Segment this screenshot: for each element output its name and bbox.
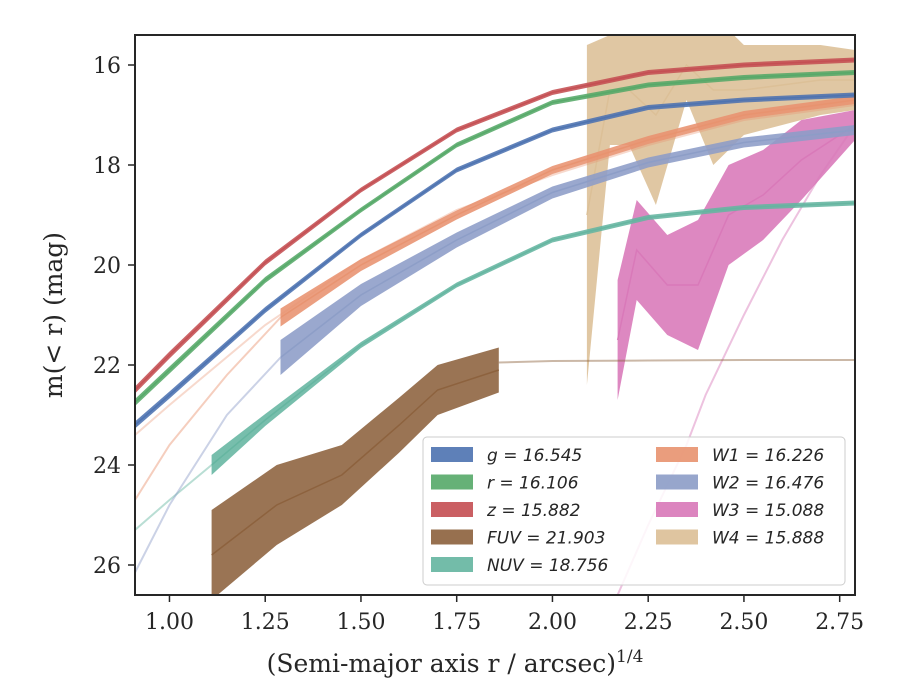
legend-box [422, 436, 846, 586]
series-w3-line [616, 124, 855, 341]
series-fuv-band [211, 347, 499, 595]
legend-swatch [431, 502, 473, 517]
series-w1-faint-line [135, 316, 282, 501]
x-tick-label: 1.75 [432, 610, 481, 635]
series-z-line [135, 59, 855, 391]
x-axis-title-exponent: 1/4 [616, 647, 643, 667]
y-tick-label: 22 [93, 354, 121, 379]
x-axis-title: (Semi-major axis r / arcsec)1/4 [267, 647, 644, 678]
legend-label: W4 = 15.888 [712, 529, 824, 549]
series-fuv-line [211, 369, 500, 556]
series-w2-faint-line [135, 356, 282, 573]
axes: 1.00 1.25 1.50 1.75 2.00 2.25 2.50 2.75 16 18 20 22… [93, 34, 864, 635]
legend-item-z: z = 15.882 [431, 501, 580, 521]
legend-item-nuv: NUV = 18.756 [431, 556, 609, 576]
legend-label: NUV = 18.756 [487, 556, 609, 576]
x-tick-label: 1.00 [145, 610, 194, 635]
x-tick-label: 1.25 [241, 610, 290, 635]
legend-label: W2 = 16.476 [712, 474, 824, 494]
legend: g = 16.545 r = 16.106 z = 15.882 FUV = 21.9… [422, 436, 846, 586]
legend-swatch [656, 447, 698, 462]
series-nuv-faint-line [135, 464, 213, 531]
series-group [135, 35, 855, 595]
series-w2-line [280, 129, 855, 359]
legend-item-r: r = 16.106 [431, 474, 579, 494]
series-w3-band [617, 110, 855, 400]
legend-swatch [431, 557, 473, 572]
series-w1-faint-line-2 [135, 104, 855, 436]
series-g-line [135, 94, 855, 426]
series-fuv-faint-line [498, 359, 855, 364]
legend-item-g: g = 16.545 [431, 446, 582, 466]
x-tick-label: 1.50 [336, 610, 385, 635]
legend-swatch [656, 474, 698, 490]
legend-label: FUV = 21.903 [487, 529, 605, 549]
legend-item-w2: W2 = 16.476 [656, 474, 824, 494]
legend-swatch [431, 474, 473, 490]
series-w1-line [280, 99, 855, 319]
y-tick-label: 18 [93, 154, 121, 179]
legend-label: z = 15.882 [486, 501, 580, 521]
x-tick-label: 2.00 [528, 610, 577, 635]
legend-label: r = 16.106 [487, 474, 579, 494]
y-tick-label: 24 [93, 454, 121, 479]
legend-item-w4: W4 = 15.888 [656, 529, 824, 549]
legend-swatch [656, 502, 698, 517]
x-axis-title-main: (Semi-major axis r / arcsec) [267, 649, 616, 678]
legend-label: W3 = 15.088 [712, 501, 824, 521]
series-nuv-line [211, 202, 855, 466]
y-tick-label: 26 [93, 554, 121, 579]
series-r-line [135, 71, 855, 404]
legend-item-w3: W3 = 15.088 [656, 501, 824, 521]
plot-frame [134, 34, 856, 596]
legend-label: g = 16.545 [487, 446, 582, 466]
plot-area [135, 35, 855, 595]
legend-swatch [656, 529, 698, 545]
legend-swatch [431, 447, 473, 462]
series-w4-band [586, 35, 855, 385]
legend-swatch [431, 529, 473, 545]
x-tick-label: 2.50 [719, 610, 768, 635]
x-tick-label: 2.75 [815, 610, 864, 635]
y-tick-label: 20 [93, 254, 121, 279]
legend-label: W1 = 16.226 [712, 446, 824, 466]
legend-item-w1: W1 = 16.226 [656, 446, 824, 466]
y-axis-title: m(< r) (mag) [39, 232, 68, 398]
y-tick-label: 16 [93, 54, 121, 79]
x-tick-label: 2.25 [624, 610, 673, 635]
legend-item-fuv: FUV = 21.903 [431, 529, 605, 549]
